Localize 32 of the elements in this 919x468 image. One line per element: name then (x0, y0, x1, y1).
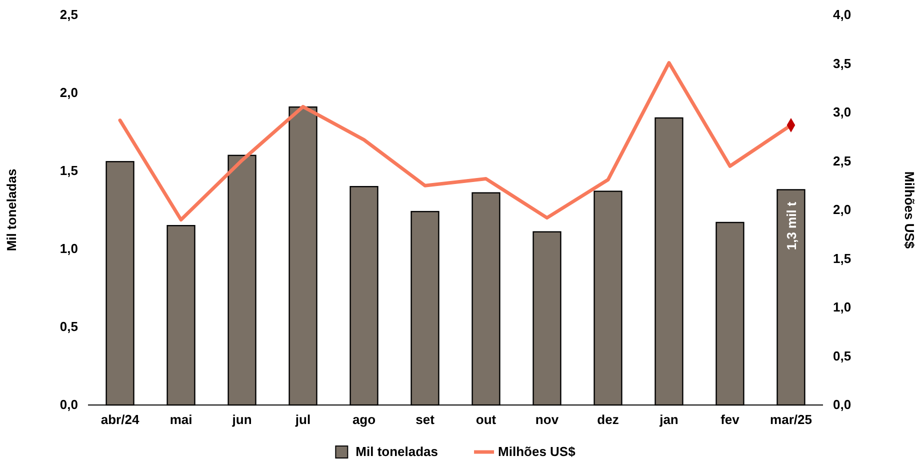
y2-tick-label: 2,5 (833, 153, 852, 168)
y-tick-label: 0,5 (60, 319, 78, 334)
x-tick-label: dez (597, 412, 620, 428)
legend-label: Mil toneladas (356, 444, 438, 459)
y2-tick-label: 1,5 (833, 250, 852, 266)
y2-tick-label: 0,5 (833, 348, 852, 364)
y-tick-label: 0,0 (60, 397, 78, 412)
y2-axis-title: Milhões US$ (902, 171, 917, 250)
y2-tick-label: 2,0 (833, 202, 852, 218)
x-tick-label: out (476, 412, 497, 428)
x-tick-label: ago (352, 412, 376, 428)
y-axis-title: Mil toneladas (4, 168, 19, 252)
y2-tick-label: 4,0 (833, 7, 852, 22)
x-tick-label: mai (170, 412, 192, 428)
x-tick-label: abr/24 (100, 412, 140, 428)
y-tick-label: 1,0 (60, 241, 78, 256)
x-tick-label: jan (658, 412, 678, 428)
x-tick-label: nov (535, 412, 560, 428)
y-tick-label: 1,5 (60, 163, 78, 178)
x-tick-label: jun (231, 412, 252, 428)
legend-label: Milhões US$ (498, 444, 576, 459)
x-tick-label: fev (720, 412, 740, 428)
y-tick-label: 2,0 (60, 85, 78, 100)
y-tick-label: 2,5 (60, 7, 78, 22)
y2-tick-label: 3,0 (833, 104, 852, 120)
x-tick-label: set (416, 412, 436, 428)
y2-tick-label: 0,0 (833, 397, 852, 412)
x-tick-label: jul (294, 412, 311, 428)
annotation: 1,3 mil t (784, 201, 799, 250)
y2-tick-label: 1,0 (833, 300, 852, 315)
y2-tick-label: 3,5 (833, 56, 852, 71)
x-tick-label: mar/25 (770, 412, 812, 428)
